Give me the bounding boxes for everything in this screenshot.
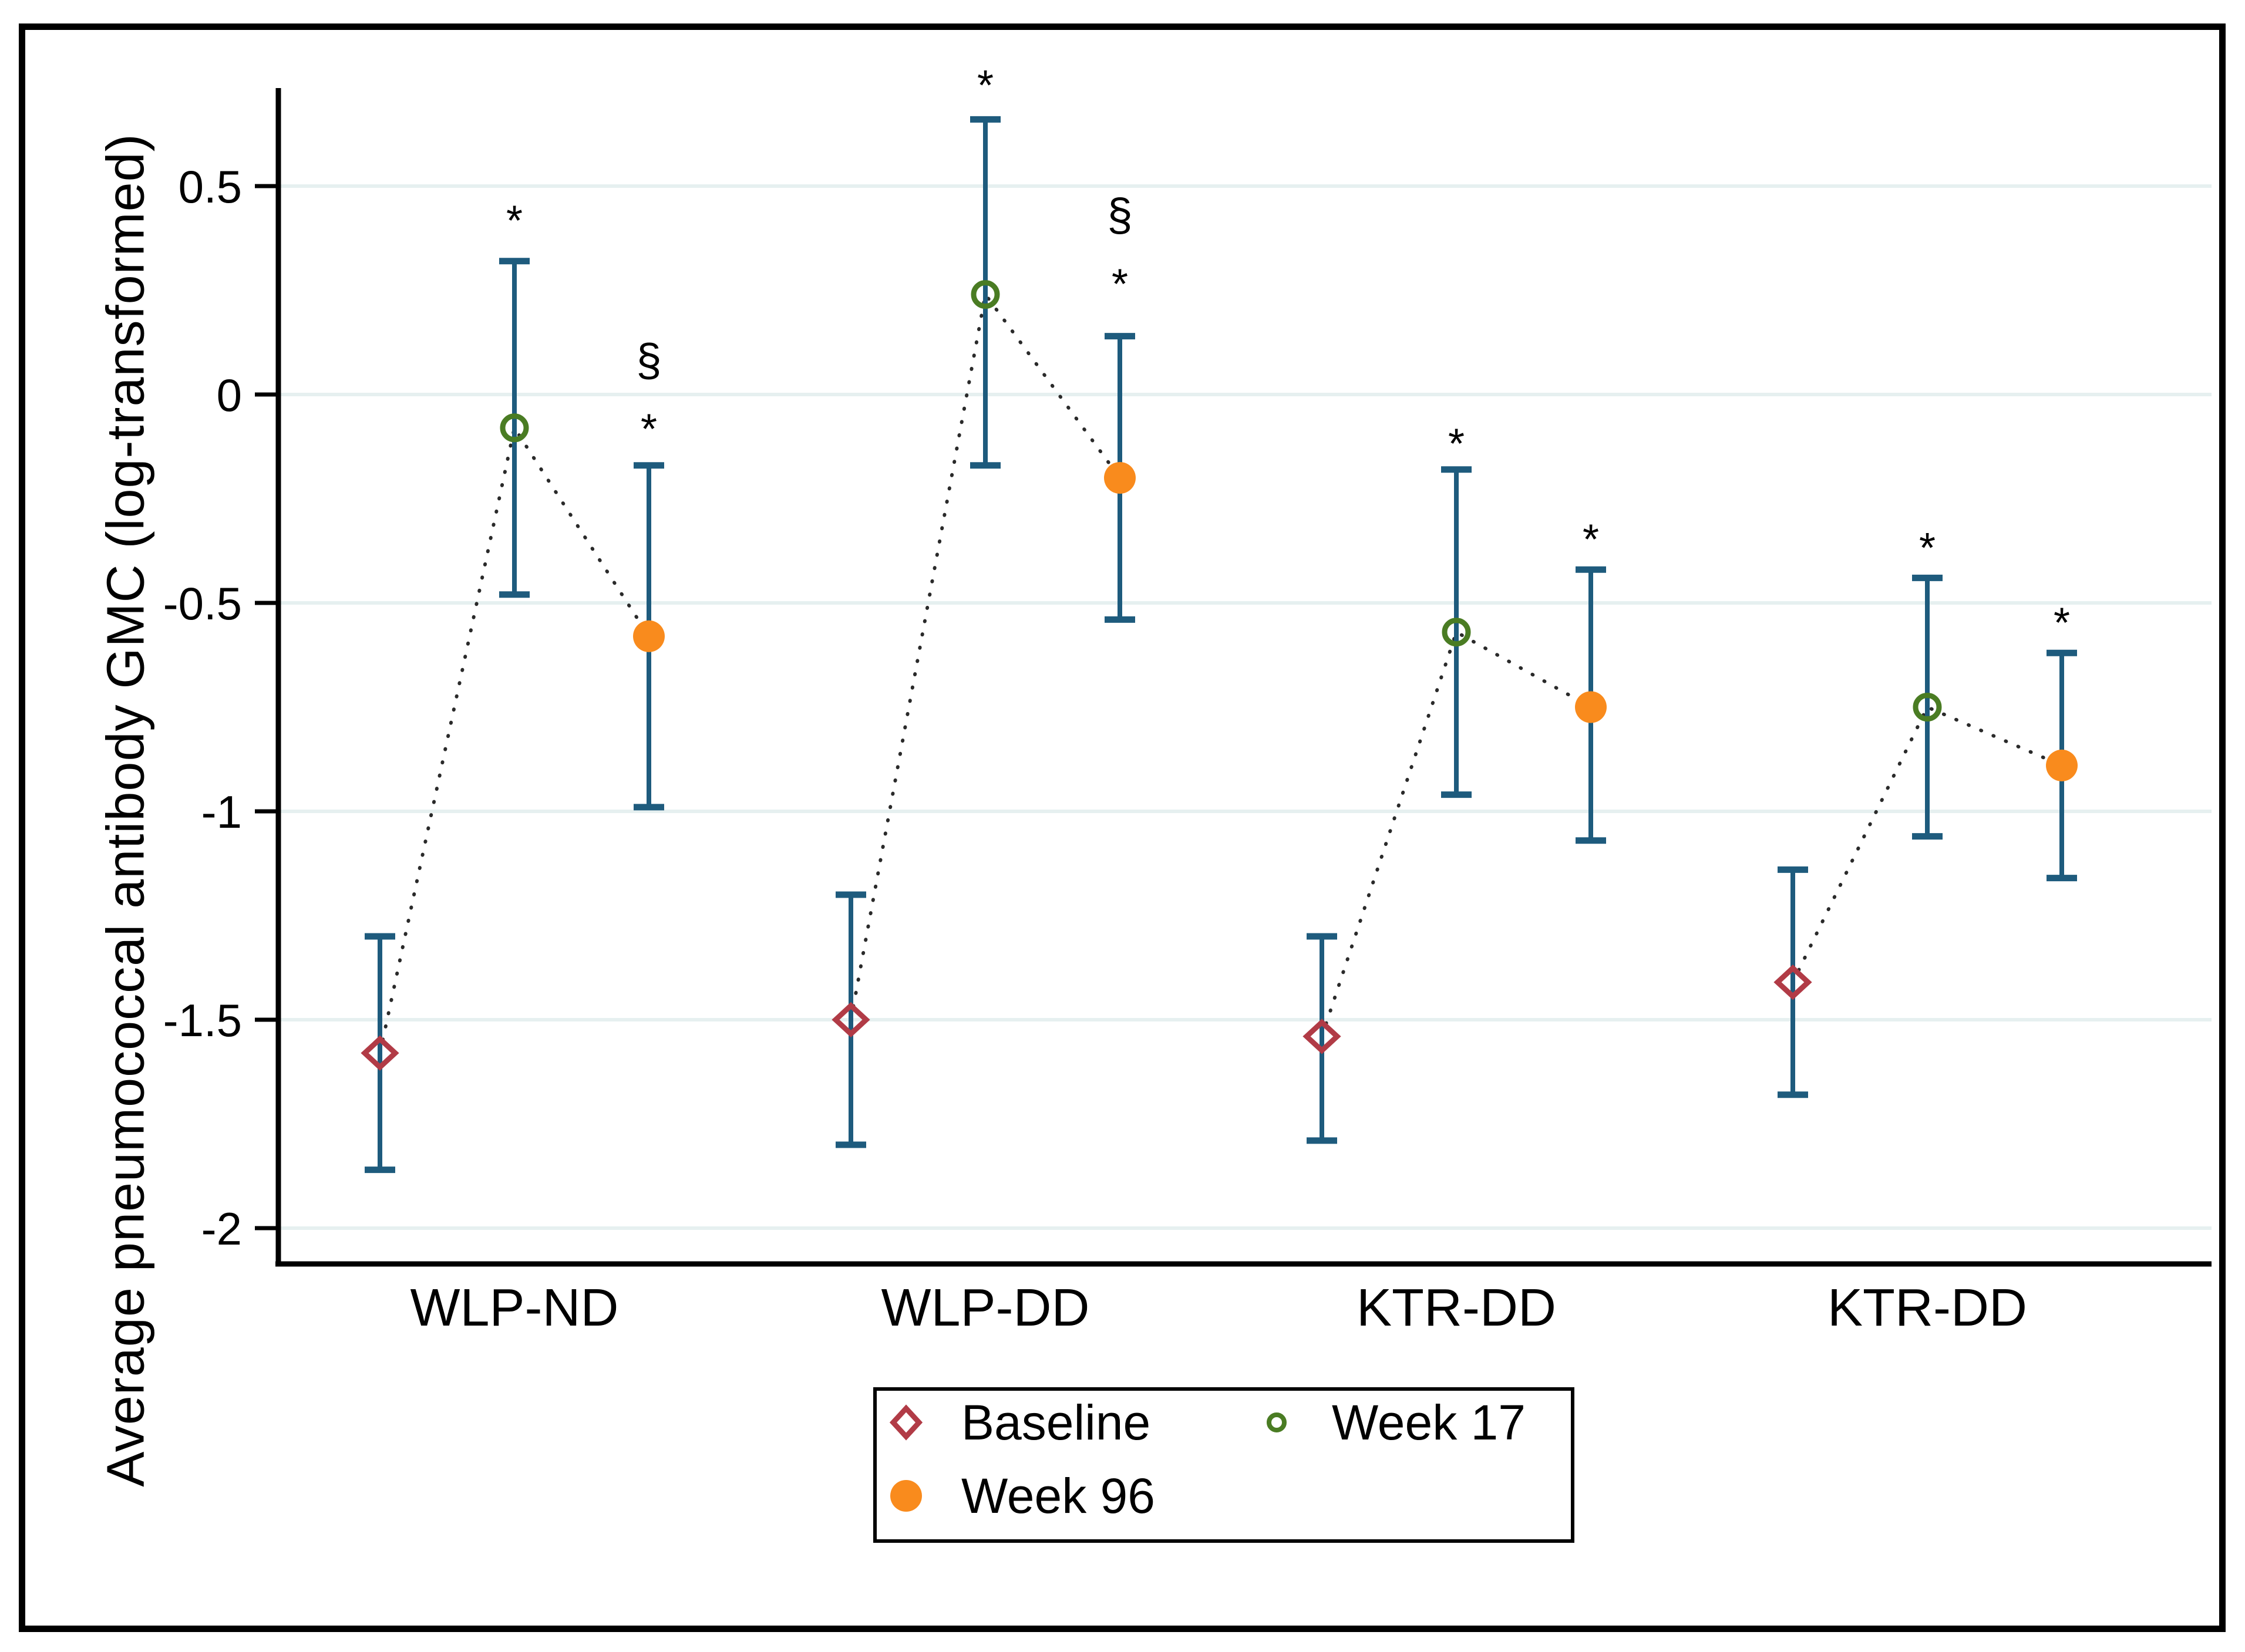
significance-mark: * [1112,261,1128,308]
legend-item-baseline: Baseline [885,1395,1151,1450]
y-tick-label: -1.5 [163,994,242,1046]
x-axis-label: KTR-DD [1357,1279,1556,1337]
marker-week17 [1913,693,1942,722]
week17-circle-icon [1267,1412,1287,1432]
y-tick-label: -1 [201,786,242,838]
legend: Baseline Week 17 Week 96 [873,1387,1574,1543]
significance-mark: § [636,334,661,386]
significance-mark: * [977,62,994,109]
legend-item-week17: Week 17 [1256,1395,1526,1450]
marker-baseline [832,1002,870,1038]
marker-week96 [633,620,665,652]
baseline-diamond-icon [889,1404,923,1441]
group-connector [1791,704,2064,985]
marker-week17 [971,280,1000,309]
figure-border [19,23,2226,1632]
marker-baseline [1302,1019,1341,1054]
significance-mark: * [1583,517,1599,564]
legend-item-week96: Week 96 [885,1468,1155,1523]
legend-label-week17: Week 17 [1332,1395,1526,1450]
y-tick-label: 0 [217,369,242,421]
x-axis-label: KTR-DD [1827,1279,2027,1337]
legend-label-baseline: Baseline [961,1395,1151,1450]
week96-circle-icon [890,1480,922,1512]
marker-week96 [1104,462,1136,494]
marker-week96 [2046,749,2078,781]
y-axis-title: Average pneumococcal antibody GMC (log-t… [96,133,156,1487]
marker-baseline [361,1035,399,1071]
significance-mark: * [1448,420,1465,467]
significance-mark: § [1107,188,1132,240]
legend-label-week96: Week 96 [961,1468,1155,1523]
significance-mark: * [641,406,657,453]
marker-week96 [1575,691,1607,723]
marker-week17 [1442,618,1471,647]
y-tick-label: -0.5 [163,578,242,629]
y-tick-label: -2 [201,1203,242,1255]
significance-mark: * [506,198,523,245]
marker-baseline [1773,964,1812,1000]
significance-mark: * [2054,600,2070,647]
y-tick-label: 0.5 [179,161,242,213]
group-connector [1320,629,1593,1039]
significance-mark: * [1919,525,1936,572]
x-axis-label: WLP-ND [410,1279,619,1337]
x-axis-label: WLP-DD [881,1279,1090,1337]
marker-week17 [500,413,529,443]
